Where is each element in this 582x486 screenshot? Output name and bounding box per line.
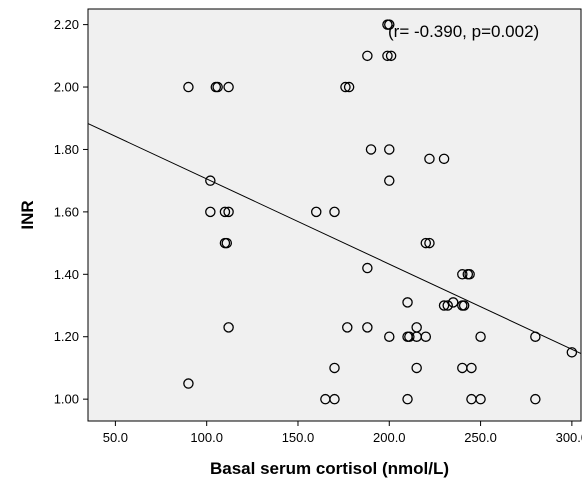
y-tick-label: 1.20: [54, 329, 79, 344]
y-tick-label: 1.80: [54, 142, 79, 157]
data-point: [442, 300, 453, 311]
data-point: [340, 81, 351, 93]
data-point: [223, 81, 234, 93]
y-tick-label: 1.40: [54, 267, 79, 282]
data-point: [530, 331, 541, 342]
data-point: [466, 362, 477, 374]
data-point: [183, 81, 194, 93]
data-point: [223, 206, 234, 218]
data-point: [329, 393, 340, 405]
x-axis-ticks: 50.0 100.0 150.0 200.0 250.0 300.0: [103, 421, 582, 445]
y-tick-label: 1.60: [54, 204, 79, 219]
x-tick-label: 200.0: [373, 430, 406, 445]
correlation-annotation: (r= -0.390, p=0.002): [388, 22, 539, 41]
data-point: [205, 175, 216, 186]
data-point: [447, 297, 459, 308]
data-point: [362, 322, 373, 333]
data-point: [343, 81, 355, 93]
data-point: [342, 322, 353, 333]
data-point: [385, 50, 397, 62]
data-point: [384, 331, 395, 342]
data-point: [424, 153, 435, 165]
x-tick-label: 100.0: [190, 430, 223, 445]
regression-line: [87, 123, 582, 355]
data-point: [464, 269, 475, 280]
x-tick-label: 300.0: [556, 430, 582, 445]
data-point: [223, 322, 234, 333]
data-point: [382, 50, 393, 62]
data-point: [457, 269, 468, 280]
data-point: [566, 347, 578, 358]
data-point: [411, 362, 422, 374]
data-point: [384, 144, 395, 155]
data-point: [402, 393, 413, 405]
data-point: [221, 237, 233, 249]
data-point: [424, 237, 435, 249]
x-tick-label: 150.0: [282, 430, 315, 445]
x-axis-title: Basal serum cortisol (nmol/L): [210, 459, 449, 478]
data-point: [475, 331, 486, 342]
data-point: [205, 206, 216, 218]
data-point: [384, 175, 395, 186]
data-point: [438, 153, 450, 165]
x-tick-label: 50.0: [103, 430, 128, 445]
y-axis-title: INR: [18, 200, 37, 229]
data-point: [329, 362, 340, 374]
plot-area: [87, 8, 582, 422]
y-tick-label: 1.00: [54, 392, 79, 407]
data-point: [530, 393, 541, 405]
data-point: [458, 300, 470, 311]
data-point: [402, 297, 413, 308]
x-tick-label: 250.0: [464, 430, 497, 445]
data-point: [420, 237, 432, 249]
data-point: [212, 81, 223, 93]
data-point: [475, 393, 486, 405]
data-point: [183, 378, 194, 389]
data-point: [384, 19, 395, 30]
data-point: [310, 206, 322, 218]
data-point: [404, 331, 415, 342]
data-point: [362, 50, 373, 62]
data-point: [329, 206, 340, 218]
data-point: [438, 300, 450, 311]
data-point: [420, 331, 432, 342]
fit-line-layer: [87, 123, 582, 355]
data-point: [219, 206, 231, 218]
y-tick-label: 2.00: [54, 80, 79, 95]
data-point: [365, 144, 377, 155]
y-axis-ticks: 1.00 1.20 1.40 1.60 1.80 2.00 2.20: [54, 17, 88, 407]
data-point: [362, 262, 373, 274]
points-layer: [183, 19, 578, 405]
y-tick-label: 2.20: [54, 17, 79, 32]
